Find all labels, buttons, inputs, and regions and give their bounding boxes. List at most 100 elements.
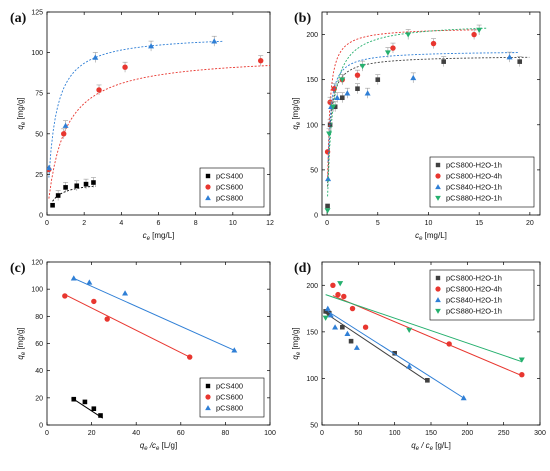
x-tick-label: 100 (264, 430, 276, 437)
series-pCS600 (62, 293, 193, 360)
y-tick-label: 100 (31, 287, 43, 294)
y-tick-label: 80 (35, 314, 43, 321)
data-point (96, 87, 102, 93)
legend-label: pCS800 (216, 194, 243, 203)
x-tick-label: 10 (229, 220, 237, 227)
fit-line (332, 295, 523, 377)
axis-label-part: [mg/g] (16, 97, 25, 121)
x-tick-label: 12 (266, 220, 274, 227)
legend-label: pCS840-H2O-1h (446, 296, 502, 305)
fit-curve (48, 65, 270, 199)
axis-label-part: [mg/g] (16, 327, 25, 351)
data-point (325, 203, 330, 209)
y-tick-label: 50 (310, 167, 318, 174)
fit-curve (52, 185, 96, 202)
data-point (324, 305, 331, 311)
x-tick-label: 20 (88, 430, 96, 437)
data-point (362, 324, 369, 330)
x-tick-label: 0 (45, 430, 49, 437)
x-tick-label: 15 (475, 220, 483, 227)
y-tick-label: 200 (306, 32, 318, 39)
data-point (82, 399, 88, 405)
data-point (330, 282, 336, 288)
fit-line (71, 397, 104, 419)
data-point (354, 72, 361, 78)
legend-label: pCS400 (216, 172, 243, 181)
y-axis-label: qe [mg/g] (291, 97, 302, 129)
axis-label-part: [mg/g] (291, 327, 300, 351)
series-pCS800 (47, 35, 223, 178)
data-point (337, 281, 344, 287)
x-tick-label: 20 (526, 220, 534, 227)
series-pCS800 (70, 275, 238, 353)
data-point (91, 298, 97, 305)
plot-frame (321, 11, 541, 216)
axis-label-part: [mg/L] (150, 231, 174, 240)
legend-box (199, 377, 265, 418)
axis-label-part: [L/g] (159, 441, 177, 450)
x-axis-label: ce [mg/L] (143, 231, 175, 242)
series-pCS880-H2O-1h (324, 24, 487, 214)
legend: pCS400 pCS600 pCS800 (199, 167, 265, 208)
legend-label: pCS840-H2O-1h (446, 183, 502, 192)
data-point (324, 208, 331, 214)
data-point (406, 363, 413, 369)
legend-marker (205, 394, 211, 400)
data-point (476, 27, 483, 34)
fit-curve (327, 52, 519, 162)
x-tick-label: 100 (389, 430, 401, 437)
x-tick-label: 60 (177, 430, 185, 437)
data-point (471, 31, 477, 38)
data-point (392, 350, 397, 356)
series-pCS400 (50, 177, 96, 208)
x-tick-label: 300 (534, 430, 546, 437)
legend-label: pCS400 (216, 382, 243, 391)
axis-label-part: e (144, 446, 148, 452)
data-point (425, 377, 430, 383)
data-point (104, 316, 110, 322)
y-axis-label: qe [mg/g] (291, 327, 302, 359)
x-axis-label: qe /ce [L/g] (140, 441, 177, 452)
data-point (344, 330, 351, 336)
data-point (71, 396, 77, 402)
data-point (406, 327, 413, 333)
y-tick-label: 0 (39, 423, 43, 430)
x-tick-label: 5 (376, 220, 380, 227)
axis-label-part: /c (148, 441, 156, 450)
series-pCS840-H2O-1h (325, 51, 519, 182)
x-axis-label: ce [mg/L] (415, 231, 447, 242)
axis-label-part: [mg/g] (291, 97, 300, 121)
legend-marker (435, 286, 441, 292)
data-point (359, 63, 366, 70)
axis-label-part: e (296, 351, 302, 355)
data-point (258, 58, 264, 64)
data-point (70, 275, 77, 281)
data-point (330, 104, 337, 110)
x-tick-label: 0 (45, 220, 49, 227)
axis-label-part: q (16, 355, 25, 360)
legend-marker (435, 162, 441, 168)
data-point (122, 64, 128, 70)
panel-label: (a) (10, 11, 27, 26)
data-point (506, 54, 513, 60)
legend-marker (205, 173, 211, 179)
x-tick-label: 4 (119, 220, 123, 227)
fit-line (73, 277, 235, 351)
axis-label-part: e (416, 446, 420, 452)
data-point (326, 310, 332, 316)
series-pCS600 (47, 55, 270, 199)
data-point (231, 347, 238, 353)
x-tick-label: 10 (425, 220, 433, 227)
legend-marker (435, 184, 441, 190)
x-tick-label: 250 (498, 430, 510, 437)
y-tick-label: 100 (31, 50, 43, 57)
axis-label-part: q (140, 441, 145, 450)
series-pCS800-H2O-4h (330, 282, 525, 378)
data-point (63, 185, 68, 190)
data-point (74, 183, 80, 189)
x-tick-label: 6 (157, 220, 161, 227)
fit-curve (48, 40, 223, 178)
axis-label-part: [mg/L] (422, 231, 446, 240)
